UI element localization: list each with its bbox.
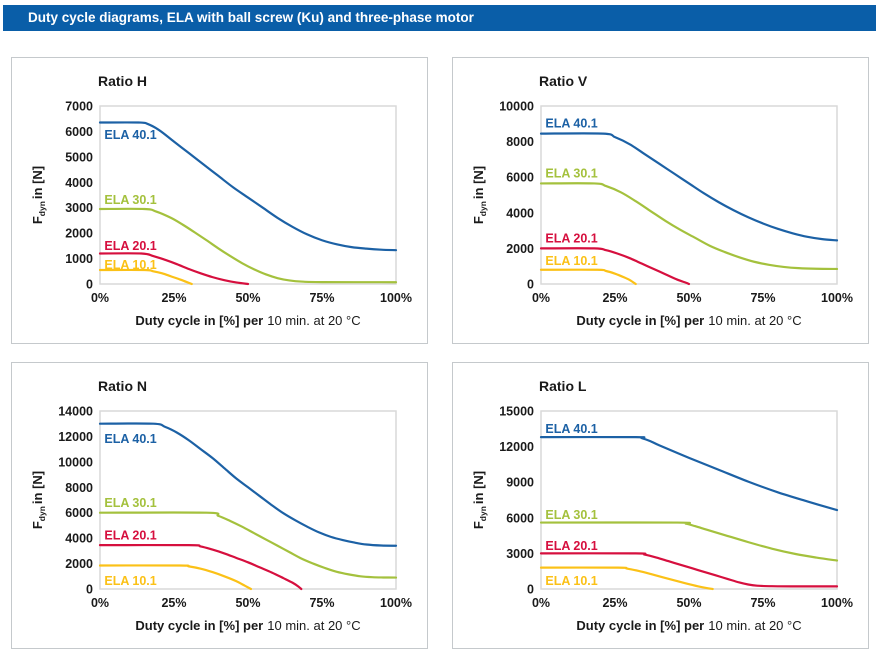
svg-text:0%: 0% (91, 596, 109, 610)
svg-text:75%: 75% (309, 596, 334, 610)
svg-text:ELA 30.1: ELA 30.1 (104, 193, 156, 207)
svg-text:0: 0 (527, 278, 534, 292)
chart-plot-ratio-l: 0 3000 6000 9000 12000 15000 0% 25% 50% 75% 100% Fd… (471, 405, 853, 634)
svg-text:15000: 15000 (499, 405, 534, 419)
svg-text:ELA 10.1: ELA 10.1 (545, 254, 597, 268)
page-title: Duty cycle diagrams, ELA with ball screw… (28, 10, 474, 25)
chart-title-ratio-v: Ratio V (539, 73, 588, 89)
chart-plot-ratio-v: 0 2000 4000 6000 8000 10000 0% 25% 50% 75% 100% Fdy… (471, 100, 853, 329)
chart-title-ratio-h: Ratio H (98, 73, 147, 89)
svg-text:25%: 25% (161, 291, 186, 305)
svg-text:ELA 20.1: ELA 20.1 (545, 539, 597, 553)
svg-text:ELA 20.1: ELA 20.1 (545, 232, 597, 246)
svg-text:7000: 7000 (65, 100, 93, 114)
svg-text:ELA 10.1: ELA 10.1 (545, 574, 597, 588)
chart-plot-ratio-h: 0 1000 2000 3000 4000 5000 6000 7000 0% 25% 50% 75%… (30, 100, 412, 329)
svg-text:Fdynin [N]: Fdynin [N] (30, 166, 47, 224)
svg-text:12000: 12000 (58, 430, 93, 444)
svg-text:8000: 8000 (506, 135, 534, 149)
svg-text:ELA 40.1: ELA 40.1 (545, 116, 597, 130)
svg-text:0%: 0% (532, 291, 550, 305)
svg-text:6000: 6000 (65, 125, 93, 139)
chart-card-ratio-n: Ratio N 0 2000 4000 6000 8000 10000 12000 14000… (11, 362, 428, 649)
svg-text:3000: 3000 (65, 201, 93, 215)
svg-text:6000: 6000 (506, 511, 534, 525)
svg-text:75%: 75% (750, 291, 775, 305)
svg-text:0: 0 (86, 278, 93, 292)
svg-text:ELA 30.1: ELA 30.1 (545, 508, 597, 522)
svg-text:ELA 40.1: ELA 40.1 (545, 422, 597, 436)
svg-text:6000: 6000 (506, 171, 534, 185)
svg-text:0: 0 (527, 583, 534, 597)
svg-text:2000: 2000 (65, 557, 93, 571)
svg-text:100%: 100% (380, 291, 412, 305)
chart-title-ratio-l: Ratio L (539, 378, 587, 394)
chart-plot-ratio-n: 0 2000 4000 6000 8000 10000 12000 14000 0% 25% 50%… (30, 405, 412, 634)
svg-text:12000: 12000 (499, 440, 534, 454)
svg-text:14000: 14000 (58, 405, 93, 419)
svg-text:ELA 30.1: ELA 30.1 (104, 496, 156, 510)
svg-text:2000: 2000 (65, 227, 93, 241)
svg-text:ELA 20.1: ELA 20.1 (104, 239, 156, 253)
svg-text:2000: 2000 (506, 242, 534, 256)
svg-text:ELA 40.1: ELA 40.1 (104, 432, 156, 446)
svg-text:Fdynin [N]: Fdynin [N] (471, 166, 488, 224)
svg-text:Fdynin [N]: Fdynin [N] (471, 471, 488, 529)
svg-text:1000: 1000 (65, 252, 93, 266)
chart-card-ratio-l: Ratio L 0 3000 6000 9000 12000 15000 0% 25% 50% 7… (452, 362, 869, 649)
svg-text:6000: 6000 (65, 506, 93, 520)
svg-text:ELA 30.1: ELA 30.1 (545, 167, 597, 181)
svg-text:4000: 4000 (65, 176, 93, 190)
svg-text:ELA 10.1: ELA 10.1 (104, 258, 156, 272)
svg-text:25%: 25% (602, 291, 627, 305)
svg-text:10000: 10000 (58, 455, 93, 469)
svg-text:0%: 0% (532, 596, 550, 610)
svg-text:50%: 50% (676, 291, 701, 305)
svg-text:50%: 50% (676, 596, 701, 610)
svg-text:8000: 8000 (65, 481, 93, 495)
svg-text:75%: 75% (309, 291, 334, 305)
page-header-bar: Duty cycle diagrams, ELA with ball screw… (3, 5, 876, 31)
svg-text:25%: 25% (602, 596, 627, 610)
svg-text:100%: 100% (380, 596, 412, 610)
svg-text:5000: 5000 (65, 150, 93, 164)
svg-text:25%: 25% (161, 596, 186, 610)
svg-text:100%: 100% (821, 291, 853, 305)
svg-text:50%: 50% (235, 291, 260, 305)
svg-text:75%: 75% (750, 596, 775, 610)
chart-card-ratio-h: Ratio H 0 1000 2000 3000 4000 5000 6000 7000 0% 2… (11, 57, 428, 344)
svg-text:9000: 9000 (506, 476, 534, 490)
svg-text:ELA 10.1: ELA 10.1 (104, 574, 156, 588)
svg-text:ELA 20.1: ELA 20.1 (104, 528, 156, 542)
svg-text:3000: 3000 (506, 547, 534, 561)
svg-text:50%: 50% (235, 596, 260, 610)
chart-title-ratio-n: Ratio N (98, 378, 147, 394)
chart-card-ratio-v: Ratio V 0 2000 4000 6000 8000 10000 0% 25% 50% 75… (452, 57, 869, 344)
svg-text:10000: 10000 (499, 100, 534, 114)
svg-text:ELA 40.1: ELA 40.1 (104, 128, 156, 142)
svg-text:0: 0 (86, 583, 93, 597)
svg-text:4000: 4000 (506, 206, 534, 220)
charts-grid: Ratio H 0 1000 2000 3000 4000 5000 6000 7000 0% 2… (11, 57, 869, 649)
svg-text:4000: 4000 (65, 532, 93, 546)
svg-text:100%: 100% (821, 596, 853, 610)
svg-text:Fdynin [N]: Fdynin [N] (30, 471, 47, 529)
svg-text:0%: 0% (91, 291, 109, 305)
